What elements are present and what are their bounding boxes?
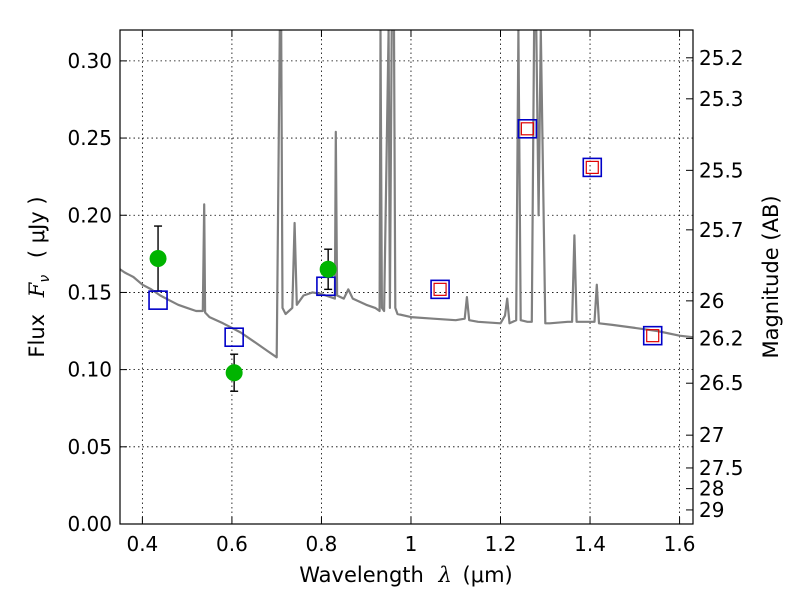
y-axis-label-symbol: F [25, 281, 49, 298]
spectrum-line [120, 30, 693, 359]
plot-frame [119, 29, 694, 525]
model-square-marker [517, 119, 538, 139]
y2-tick-label: 27 [699, 423, 724, 447]
x-tick-label: 0.6 [216, 532, 248, 556]
y-axis-label-subscript: ν [37, 275, 53, 283]
y-tick-label: 0.30 [67, 49, 112, 73]
x-tick-label: 1.4 [574, 532, 606, 556]
model-inner-square-marker [585, 160, 599, 174]
x-tick-label: 1 [405, 532, 418, 556]
y2-tick-label: 29 [699, 498, 724, 522]
model-square-marker [148, 290, 168, 310]
observed-point-marker [225, 364, 243, 382]
x-axis-label-text: Wavelength [299, 563, 424, 587]
x-axis-label-symbol: λ [438, 563, 452, 587]
y-tick-label: 0.25 [67, 126, 112, 150]
y2-tick-label: 26.2 [699, 326, 744, 350]
x-axis-label-unit: (μm) [463, 563, 513, 587]
grid-lines [120, 30, 693, 524]
observed-point-marker [319, 260, 337, 278]
y-tick-label: 0.15 [67, 280, 112, 304]
model-square-marker [224, 327, 244, 348]
y2-tick-label: 26.5 [699, 371, 744, 395]
y2-tick-label: 25.3 [699, 87, 744, 111]
axis-ticks: 0.4 0.6 0.8 1 1.2 1.4 1.6 0.00 0.05 0.10 0.15 0.20 0… [67, 30, 744, 556]
y-axis-label-prefix: Flux [25, 314, 49, 358]
y2-tick-label: 26 [699, 289, 724, 313]
x-tick-label: 1.6 [664, 532, 696, 556]
model-square-marker [430, 279, 450, 300]
plot-contents [120, 30, 693, 392]
y-axis-label: Flux Fν ( μJy ) [25, 196, 54, 357]
model-inner-square-marker [520, 122, 534, 136]
model-inner-square-marker [433, 282, 447, 296]
y2-axis-label: Magnitude (AB) [759, 195, 783, 358]
y-tick-label: 0.05 [67, 435, 112, 459]
model-inner-square-marker [646, 329, 660, 343]
model-square-marker [582, 157, 603, 178]
y-tick-label: 0.20 [67, 203, 112, 227]
x-tick-label: 0.4 [126, 532, 158, 556]
y2-tick-label: 25.7 [699, 218, 744, 242]
y2-tick-label: 28 [699, 477, 724, 501]
observed-point-marker [149, 249, 167, 267]
x-tick-label: 1.2 [485, 532, 517, 556]
y2-tick-label: 27.5 [699, 456, 744, 480]
y-tick-label: 0.10 [67, 358, 112, 382]
x-tick-label: 0.8 [306, 532, 338, 556]
y2-tick-label: 25.2 [699, 46, 744, 70]
model-square-marker [642, 325, 663, 346]
y-axis-label-unit: ( μJy ) [25, 196, 49, 258]
y2-tick-label: 25.5 [699, 158, 744, 182]
y-tick-label: 0.00 [67, 512, 112, 536]
x-axis-label: Wavelength λ (μm) [299, 563, 512, 587]
